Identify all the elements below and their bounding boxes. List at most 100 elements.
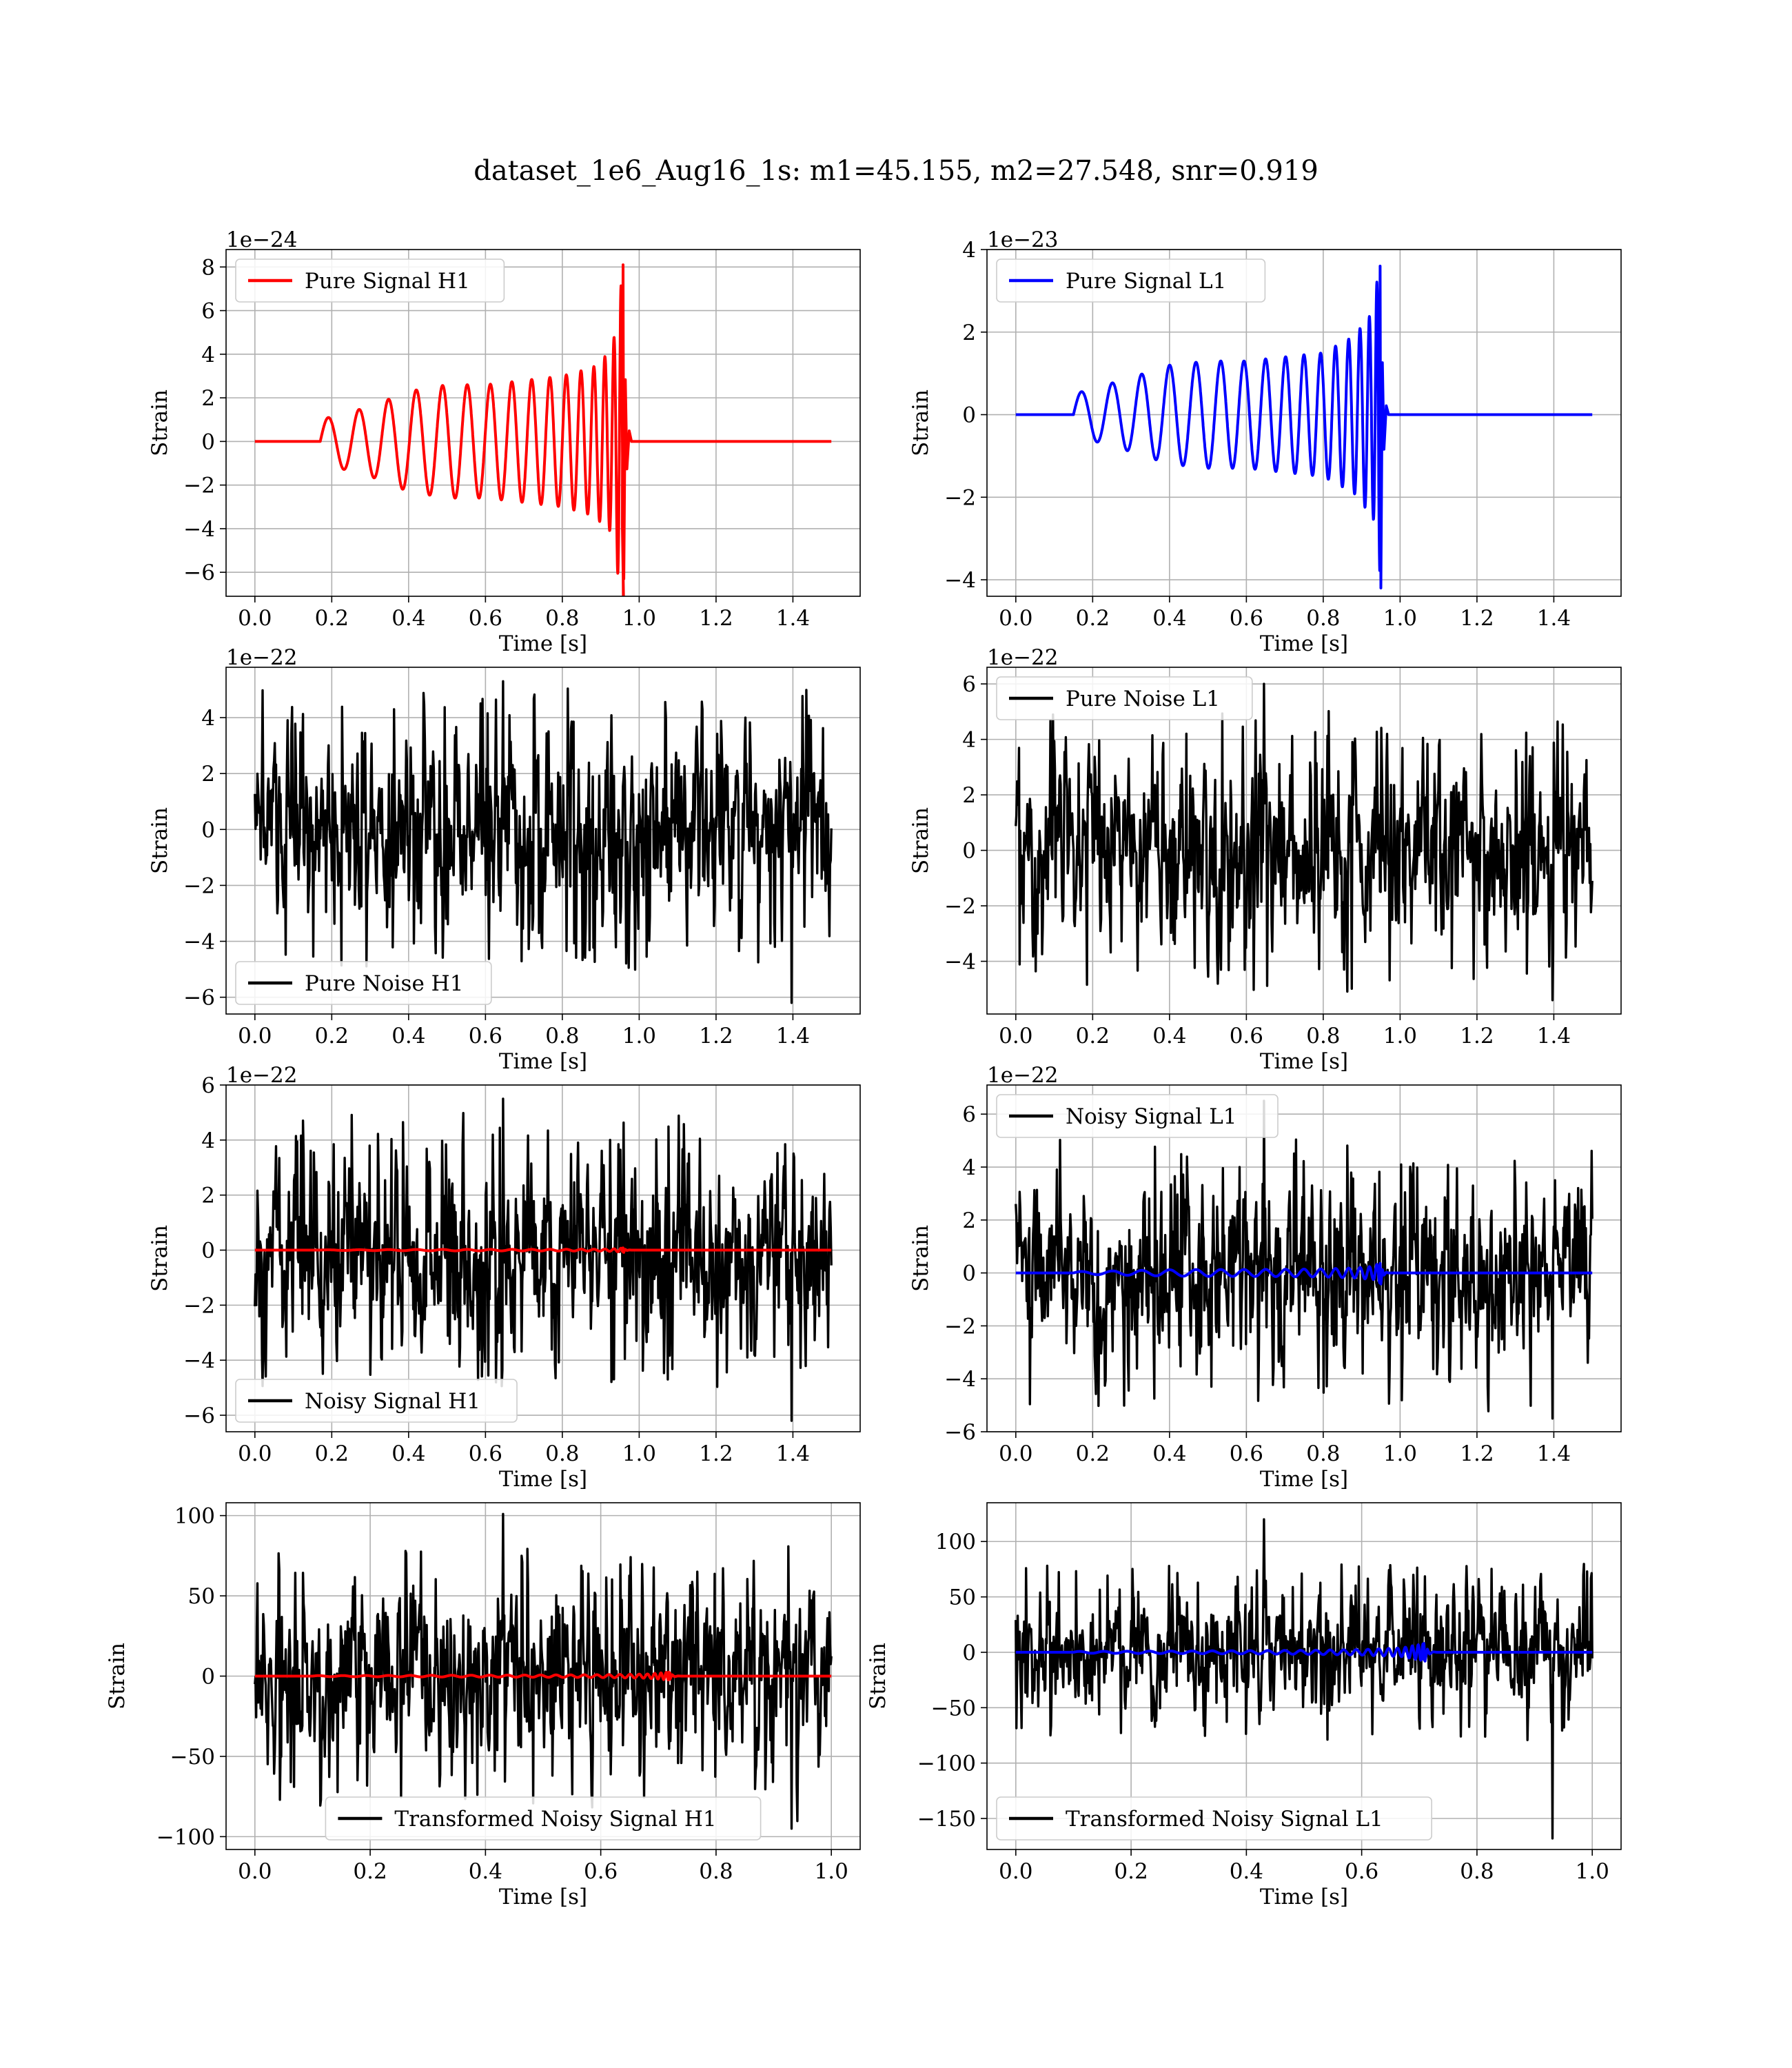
series-line-overlay-1	[1015, 1642, 1593, 1663]
x-tick-label: 0.2	[1076, 606, 1110, 631]
series-line-transformed-noisy-signal-l1	[1015, 1518, 1594, 1840]
y-tick-label: 2	[962, 1208, 976, 1233]
plot-frame	[986, 1084, 1622, 1432]
y-axis-label: Strain	[105, 1643, 130, 1710]
x-tick-label: 0.8	[1306, 1024, 1340, 1048]
y-tick-label: −4	[944, 1367, 976, 1392]
y-tick-label: 0	[201, 818, 215, 842]
x-tick-label: 1.0	[622, 606, 656, 631]
x-axis-label: Time [s]	[1260, 1049, 1348, 1074]
x-tick-label: 1.4	[776, 1441, 810, 1466]
y-tick-label: −2	[944, 485, 976, 510]
legend: Transformed Noisy Signal L1	[996, 1796, 1433, 1841]
x-tick-label: 1.4	[1537, 606, 1571, 631]
x-tick-label: 0.6	[469, 1441, 502, 1466]
y-tick-label: −2	[183, 1293, 215, 1318]
y-tick-label: 0	[201, 1239, 215, 1264]
x-tick-label: 0.0	[238, 1859, 272, 1884]
legend: Noisy Signal L1	[996, 1094, 1279, 1138]
plot-pure-signal-l1: 0.0 0.2 0.4 0.6 0.8 1.0 1.2 1.4 −4 −2 0 2 4 Time [s] S…	[908, 227, 1622, 656]
x-tick-label: 0.4	[391, 1024, 425, 1048]
y-tick-label: −50	[931, 1696, 976, 1721]
x-tick-label: 1.0	[622, 1024, 656, 1048]
plot-frame	[225, 1084, 861, 1432]
x-tick-label: 0.6	[1345, 1859, 1378, 1884]
x-tick-label: 0.0	[238, 606, 272, 631]
y-tick-label: 0	[201, 1665, 215, 1690]
series-line-noisy-signal-l1	[1015, 1099, 1594, 1420]
y-axis-label: Strain	[147, 807, 172, 874]
x-tick-label: 0.2	[315, 1024, 349, 1048]
y-tick-label: −2	[944, 894, 976, 919]
y-tick-label: −6	[183, 986, 215, 1011]
legend-label: Transformed Noisy Signal H1	[394, 1807, 716, 1832]
y-tick-label: 0	[962, 403, 976, 428]
plot-frame	[986, 1502, 1622, 1850]
x-axis-label: Time [s]	[1260, 631, 1348, 656]
y-tick-label: 0	[962, 1641, 976, 1665]
x-tick-label: 0.0	[238, 1441, 272, 1466]
plot-noisy-signal-l1: 0.0 0.2 0.4 0.6 0.8 1.0 1.2 1.4 −6 −4 −2 0 2 4 6 Time […	[908, 1063, 1622, 1492]
y-tick-label: 100	[174, 1504, 215, 1529]
x-tick-label: 0.0	[999, 606, 1032, 631]
x-tick-label: 1.2	[699, 1441, 733, 1466]
x-tick-label: 1.2	[699, 606, 733, 631]
y-tick-label: −100	[156, 1825, 215, 1849]
y-tick-label: 6	[201, 299, 215, 324]
legend-label: Pure Signal H1	[305, 269, 470, 294]
legend: Noisy Signal H1	[235, 1379, 518, 1423]
plot-transformed-noisy-signal-h1: 0.0 0.2 0.4 0.6 0.8 1.0 −100 −50 0 50 100 Time [s] S…	[105, 1502, 861, 1909]
x-tick-label: 0.6	[584, 1859, 618, 1884]
x-tick-label: 1.2	[1460, 606, 1494, 631]
y-tick-label: 2	[962, 321, 976, 345]
offset-text: 1e−23	[987, 227, 1059, 252]
series-line-pure-noise-h1	[254, 680, 833, 1004]
y-tick-label: 6	[962, 1102, 976, 1127]
x-tick-label: 0.6	[1230, 1441, 1263, 1466]
y-tick-label: 50	[188, 1584, 215, 1609]
x-tick-label: 0.2	[315, 606, 349, 631]
y-tick-label: −2	[183, 873, 215, 898]
x-axis-label: Time [s]	[499, 1467, 587, 1492]
x-tick-label: 0.4	[1152, 1024, 1186, 1048]
series-line-noisy-signal-h1	[254, 1097, 833, 1422]
legend-box	[325, 1796, 762, 1841]
y-tick-label: 2	[201, 1184, 215, 1208]
series-line-pure-signal-l1	[1015, 265, 1593, 589]
y-tick-label: 4	[962, 238, 976, 263]
figure-title: dataset_1e6_Aug16_1s: m1=45.155, m2=27.5…	[474, 155, 1318, 187]
x-tick-label: 1.0	[1383, 1441, 1417, 1466]
legend: Pure Signal L1	[996, 258, 1266, 303]
plot-frame	[986, 249, 1622, 597]
series-line-overlay-1	[254, 1246, 832, 1254]
legend-box	[235, 1379, 518, 1423]
y-tick-label: 0	[962, 1261, 976, 1286]
x-tick-label: 1.4	[1537, 1024, 1571, 1048]
offset-text: 1e−22	[987, 1063, 1059, 1088]
legend-label: Pure Noise L1	[1066, 687, 1220, 711]
x-tick-label: 1.0	[1383, 1024, 1417, 1048]
y-tick-label: −150	[917, 1807, 976, 1832]
y-tick-label: 4	[201, 343, 215, 367]
x-axis-label: Time [s]	[499, 1049, 587, 1074]
series-line-overlay-1	[1015, 1261, 1593, 1286]
series-line-overlay-1	[254, 1670, 832, 1682]
y-tick-label: 0	[201, 429, 215, 454]
y-tick-label: 8	[201, 255, 215, 280]
series-line-pure-signal-h1	[254, 263, 832, 596]
y-tick-label: −6	[944, 1420, 976, 1445]
x-tick-label: 1.0	[622, 1441, 656, 1466]
legend-label: Pure Signal L1	[1066, 269, 1226, 294]
series-line-transformed-noisy-signal-h1	[254, 1512, 833, 1830]
x-tick-label: 0.6	[469, 606, 502, 631]
y-tick-label: 0	[962, 839, 976, 864]
x-tick-label: 0.0	[999, 1859, 1032, 1884]
series-line-pure-noise-l1	[1015, 682, 1594, 1002]
plot-frame	[225, 667, 861, 1015]
y-tick-label: 2	[201, 762, 215, 787]
x-tick-label: 0.4	[391, 1441, 425, 1466]
x-tick-label: 0.8	[699, 1859, 733, 1884]
y-tick-label: 100	[935, 1530, 976, 1554]
x-tick-label: 0.4	[391, 606, 425, 631]
